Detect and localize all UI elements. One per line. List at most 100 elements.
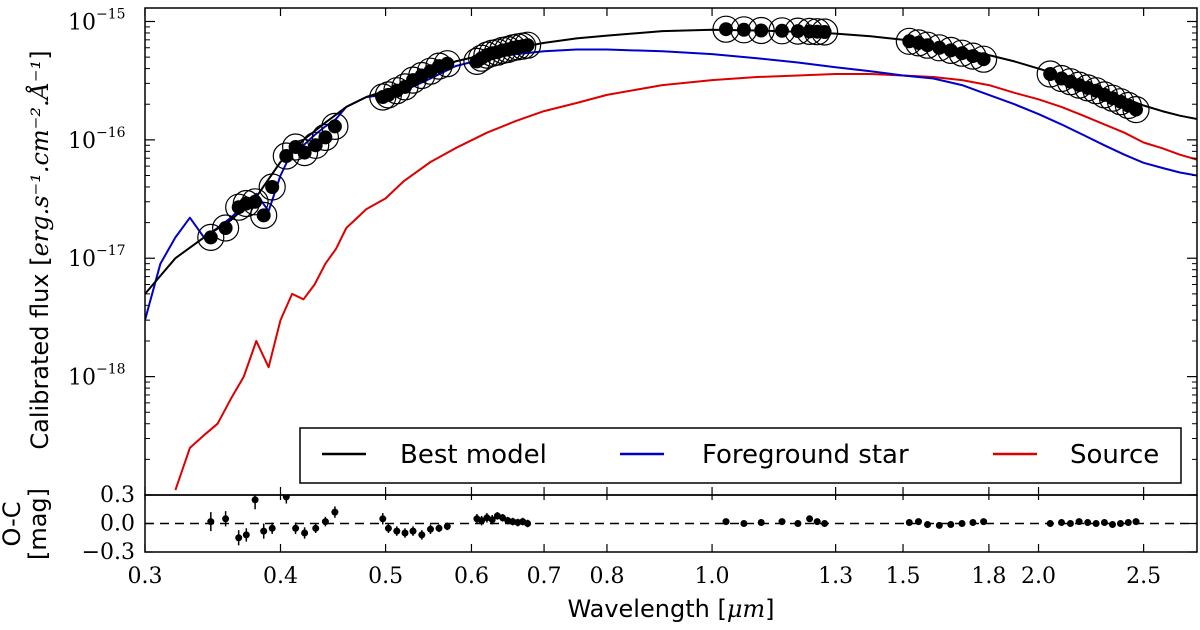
series-line-foreground-star [145,48,1197,321]
x-axis-ticks: 0.3 0.4 0.5 0.6 0.7 0.8 1.0 1.3 1.5 1.8 2.0 2.5 [128,8,1161,589]
residual-point [409,527,417,535]
photometry-point [920,38,935,53]
y-axis-ticks: 10−15 10−16 10−17 10−18 [68,6,1197,460]
residual-point [331,508,339,516]
photometry-point [256,208,271,223]
photometry-ring [433,50,461,78]
residual-point [813,518,821,526]
residual-point [443,522,451,530]
photometry-ring [197,223,225,251]
residual-point [435,524,443,532]
x-tick-label: 1.0 [695,564,730,589]
residual-point [524,520,532,527]
photometry-point [976,52,991,67]
residual-point [821,520,829,527]
photometry-ring [311,123,339,151]
residual-point [969,519,977,526]
residual-point [282,495,290,501]
residual-point [384,524,392,532]
photometry-point [520,38,535,53]
legend-label-best-model: Best model [400,440,547,470]
residual-point [740,520,748,527]
residual-point [418,531,426,539]
residual-point [806,515,814,523]
photometry-ring [258,173,286,201]
photometry-ring [250,201,278,229]
residual-point [958,520,966,527]
residual-point [268,524,276,532]
residual-point [488,516,496,524]
residual-point [235,534,243,542]
residual-y-ticks: 0.3 0.0 −0.3 [82,483,1197,565]
x-tick-label: 0.3 [128,564,163,589]
photometry-points [197,15,1150,251]
photometry-ring [321,112,349,141]
residual-point [947,521,955,528]
x-tick-label: 0.6 [454,564,489,589]
legend-box [299,427,1182,484]
photometry-point [440,56,455,71]
residual-point [1092,520,1100,527]
residual-point [483,514,491,522]
residual-point [1100,519,1108,526]
residual-point [1066,520,1074,527]
x-tick-label: 0.8 [589,564,624,589]
photometry-point [817,25,832,39]
residual-point [1109,521,1116,528]
photometry-point [775,23,789,38]
photometry-ring [513,31,542,59]
y-tick-label: 10−18 [68,362,126,391]
photometry-point [203,230,218,245]
y-axis-label: Calibrated flux [erg.s⁻¹.cm⁻².Å⁻¹] [25,50,54,449]
residual-point [924,521,931,528]
residual-plot-area [145,495,1197,546]
residual-point [427,525,434,533]
photometry-ring [1122,95,1150,124]
x-tick-label: 2.5 [1126,564,1161,589]
x-tick-label: 0.7 [527,564,562,589]
x-tick-label: 1.3 [818,564,853,589]
x-tick-label: 1.5 [886,564,921,589]
y-tick-label: 10−17 [68,243,126,272]
residual-point [1124,519,1132,526]
legend: Best model Foreground star Source [299,427,1182,484]
residual-point [301,529,309,537]
residual-point [1084,519,1092,526]
residual-point [1132,518,1140,526]
photometry-ring [810,18,839,46]
residual-point [1117,520,1124,527]
photometry-point [932,40,947,55]
photometry-ring [747,16,775,45]
residual-point [321,518,329,526]
photometry-ring [969,45,998,73]
photometry-ring [302,131,330,159]
photometry-point [790,24,805,39]
main-plot-area [145,28,1197,491]
residual-tick-label: 0.0 [100,512,135,537]
residual-point [905,519,913,526]
photometry-ring [241,188,269,216]
photometry-ring [212,214,240,242]
photometry-point [327,119,342,134]
photometry-point [736,22,751,37]
residual-point [1075,518,1083,526]
photometry-point [754,23,769,38]
y-tick-label: 10−15 [68,6,126,35]
residual-point [915,518,922,526]
residual-point [401,529,409,537]
residual-point [935,521,943,529]
residual-panel-frame [144,494,1198,553]
photometry-point [1043,67,1058,81]
residual-tick-label: 0.3 [100,483,135,508]
x-tick-label: 0.4 [263,564,298,589]
residual-point [312,524,320,532]
photometry-point [955,46,969,61]
photometry-point [719,22,733,37]
residual-point [292,524,300,532]
residual-point [478,517,486,525]
photometry-point [318,130,333,145]
residual-point [242,531,250,539]
y-tick-label: 10−16 [68,125,126,154]
x-tick-label: 0.5 [368,564,403,589]
